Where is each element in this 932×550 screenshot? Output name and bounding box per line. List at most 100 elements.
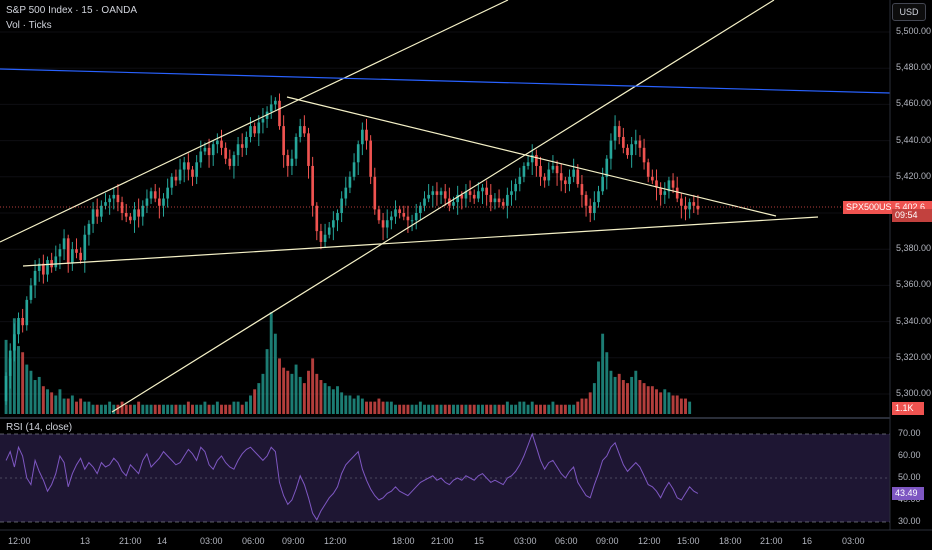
candle-body bbox=[228, 158, 232, 166]
volume-bar bbox=[551, 401, 555, 414]
volume-bar bbox=[269, 312, 273, 414]
candle-body bbox=[460, 194, 464, 199]
price-axis-tick: 5,480.00 bbox=[896, 62, 932, 73]
candle-body bbox=[427, 194, 430, 199]
volume-bar bbox=[278, 358, 281, 414]
candle-body bbox=[13, 334, 16, 351]
candle-body bbox=[493, 198, 497, 203]
candle-body bbox=[166, 187, 169, 199]
candle-body bbox=[170, 176, 174, 188]
candle-body bbox=[377, 209, 381, 221]
candle-body bbox=[269, 104, 273, 112]
volume-bar bbox=[605, 352, 609, 414]
volume-bar bbox=[95, 404, 99, 414]
volume-bar bbox=[257, 383, 261, 414]
time-axis-tick: 09:00 bbox=[596, 536, 619, 546]
volume-bar bbox=[675, 395, 679, 414]
candle-body bbox=[671, 180, 675, 188]
volume-bar bbox=[224, 404, 228, 414]
candle-body bbox=[365, 129, 368, 141]
volume-bar bbox=[543, 404, 547, 414]
currency-button[interactable]: USD bbox=[892, 3, 926, 21]
volume-bar bbox=[211, 404, 215, 414]
candle-body bbox=[684, 205, 687, 210]
time-axis-tick: 12:00 bbox=[638, 536, 661, 546]
volume-bar bbox=[319, 380, 323, 414]
time-axis-tick: 15:00 bbox=[677, 536, 700, 546]
volume-bar bbox=[124, 404, 128, 414]
candle-body bbox=[95, 209, 99, 217]
volume-bar bbox=[518, 401, 522, 414]
rsi-legend[interactable]: RSI (14, close) bbox=[6, 422, 73, 433]
symbol-title[interactable]: S&P 500 Index · 15 · OANDA bbox=[6, 5, 137, 16]
candle-body bbox=[510, 191, 513, 195]
candle-body bbox=[124, 213, 128, 217]
candle-body bbox=[25, 299, 29, 326]
volume-bar bbox=[481, 404, 484, 414]
volume-bar bbox=[244, 401, 248, 414]
volume-bar bbox=[489, 404, 493, 414]
candle-body bbox=[626, 147, 629, 156]
candle-body bbox=[385, 220, 389, 228]
volume-bar bbox=[563, 404, 567, 414]
candle-body bbox=[278, 100, 281, 127]
volume-bar bbox=[576, 401, 580, 414]
volume-bar bbox=[203, 401, 207, 414]
candle-body bbox=[21, 317, 24, 326]
volume-bar bbox=[153, 404, 157, 414]
candle-body bbox=[398, 209, 401, 213]
candle-body bbox=[526, 162, 530, 166]
candle-body bbox=[307, 133, 310, 166]
candle-body bbox=[456, 194, 459, 203]
candle-body bbox=[692, 202, 696, 206]
volume-bar bbox=[282, 367, 286, 414]
time-axis-tick: 21:00 bbox=[760, 536, 783, 546]
candle-body bbox=[464, 191, 468, 199]
candle-body bbox=[220, 140, 223, 148]
volume-bar bbox=[476, 404, 480, 414]
candle-body bbox=[207, 147, 211, 156]
candle-body bbox=[232, 155, 236, 166]
candle-body bbox=[568, 176, 571, 185]
volume-bar bbox=[191, 404, 194, 414]
candle-body bbox=[584, 194, 588, 206]
price-axis-tick: 5,360.00 bbox=[896, 279, 932, 290]
volume-bar bbox=[539, 404, 542, 414]
candle-body bbox=[303, 126, 306, 134]
volume-bar bbox=[456, 404, 460, 414]
volume-bar bbox=[232, 401, 236, 414]
candle-body bbox=[187, 162, 190, 170]
volume-bar bbox=[588, 392, 592, 414]
candle-body bbox=[174, 176, 178, 181]
candle-body bbox=[108, 198, 111, 203]
candle-body bbox=[323, 234, 327, 242]
candle-body bbox=[518, 176, 522, 185]
time-axis-tick: 06:00 bbox=[555, 536, 578, 546]
candle-body bbox=[630, 144, 633, 156]
volume-bar bbox=[70, 395, 74, 414]
volume-bar bbox=[265, 349, 269, 414]
price-axis-tick: 5,500.00 bbox=[896, 26, 932, 36]
candle-body bbox=[211, 144, 215, 156]
volume-legend[interactable]: Vol · Ticks bbox=[6, 20, 52, 31]
volume-bar bbox=[112, 404, 116, 414]
volume-bar bbox=[66, 398, 70, 414]
price-axis-tick: 5,380.00 bbox=[896, 243, 932, 254]
volume-bar bbox=[369, 401, 373, 414]
candle-body bbox=[514, 184, 517, 192]
candle-body bbox=[535, 155, 538, 166]
volume-bar bbox=[385, 401, 389, 414]
candle-body bbox=[336, 213, 339, 221]
volume-bar bbox=[220, 404, 223, 414]
time-axis-tick: 06:00 bbox=[242, 536, 265, 546]
candle-body bbox=[675, 187, 679, 199]
volume-bar bbox=[33, 380, 37, 414]
countdown-tag: 09:54 bbox=[892, 209, 932, 222]
candle-body bbox=[42, 263, 45, 275]
candle-body bbox=[605, 158, 609, 177]
candle-body bbox=[696, 205, 700, 210]
volume-bar bbox=[273, 333, 277, 414]
candle-body bbox=[361, 129, 364, 145]
candle-body bbox=[62, 238, 66, 250]
